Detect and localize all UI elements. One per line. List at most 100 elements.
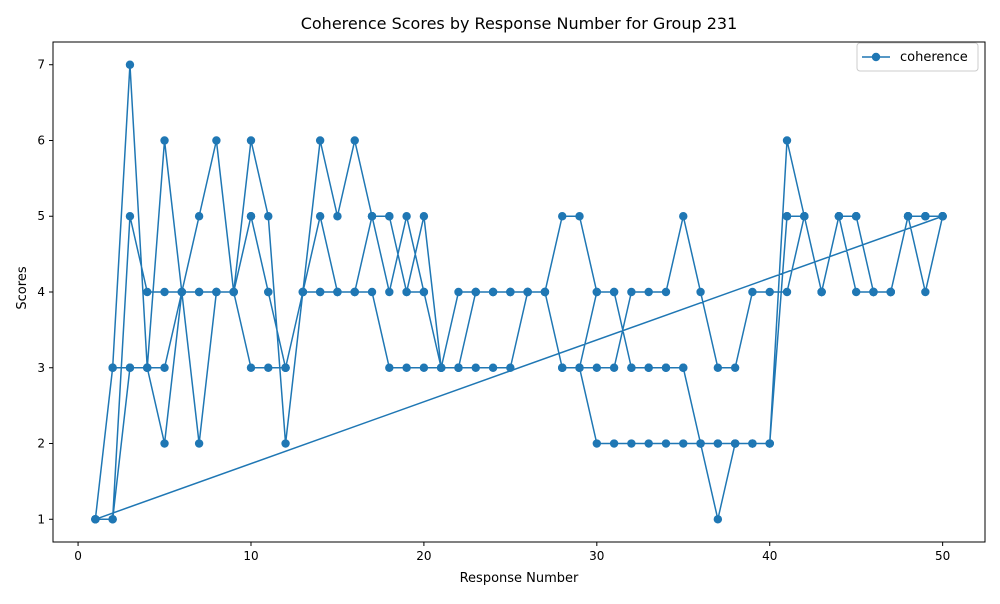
data-point [782,212,792,221]
data-point [177,287,187,297]
data-point [385,287,394,297]
data-point [229,287,238,297]
data-point [644,363,653,372]
data-point [333,287,342,297]
x-tick-label: 30 [589,549,604,563]
data-point [748,287,757,297]
y-tick-label: 3 [37,361,45,375]
data-point [644,287,653,297]
data-point [246,363,256,372]
legend: coherence [856,42,979,72]
data-point [315,136,325,145]
data-point [194,439,204,448]
data-point [713,515,723,524]
data-point [903,212,913,221]
data-point [143,287,152,297]
data-point [679,363,688,372]
data-point [627,439,636,448]
data-point [246,212,256,221]
chart-title: Coherence Scores by Response Number for … [301,14,738,33]
data-point [419,287,429,297]
data-point [264,287,273,297]
data-point [592,363,602,372]
data-point [298,287,308,297]
data-point [592,439,602,448]
data-point [506,287,515,297]
data-point [523,287,532,297]
x-axis-label: Response Number [460,571,579,586]
y-tick-label: 6 [37,133,45,147]
data-point [782,136,792,145]
x-tick-label: 40 [762,549,777,563]
data-point [609,363,619,372]
x-tick-label: 20 [416,549,431,563]
data-point [782,287,792,297]
data-point [402,287,411,297]
data-point [125,363,135,372]
legend-frame [856,42,979,72]
y-axis-label: Scores [15,266,30,309]
data-point [436,363,446,372]
data-point [800,212,809,221]
data-point [834,212,844,221]
data-point [471,363,480,372]
data-point [264,212,273,221]
data-point [644,439,653,448]
plot-area: 0 10 20 30 40 50 1 2 3 4 5 6 7 [37,41,986,563]
data-point [851,287,861,297]
data-point [575,212,584,221]
data-point [160,287,169,297]
data-point [454,287,463,297]
data-point [264,363,273,372]
data-point [592,287,602,297]
data-point [609,287,619,297]
data-point [212,287,221,297]
data-point [281,363,290,372]
data-point [125,212,135,221]
data-point [315,212,325,221]
y-tick-label: 4 [37,285,45,299]
data-point [869,287,878,297]
x-tick-label: 0 [74,549,82,563]
data-point [160,439,169,448]
data-point [851,212,861,221]
data-point [713,363,723,372]
data-point [385,212,394,221]
data-point [367,212,377,221]
data-point [385,363,394,372]
data-point [713,439,723,448]
data-point [212,136,221,145]
data-point [765,287,774,297]
y-tick-label: 5 [37,209,45,223]
data-point [627,287,636,297]
data-point [108,515,117,524]
data-point [160,363,169,372]
data-point [730,363,740,372]
data-point [333,212,342,221]
data-point [488,287,498,297]
data-point [938,212,947,221]
data-point [419,212,429,221]
data-point [194,212,204,221]
data-point [661,287,671,297]
data-point [748,439,757,448]
data-point [627,363,636,372]
data-point [679,212,688,221]
data-point [367,287,377,297]
data-point [575,363,584,372]
data-point [886,287,895,297]
data-point [108,363,117,372]
data-point [281,439,290,448]
data-point [696,287,705,297]
data-point [419,363,429,372]
data-point [506,363,515,372]
data-point [471,287,480,297]
data-point [402,212,411,221]
data-point [454,363,463,372]
legend-label: coherence [900,50,968,65]
x-tick-label: 10 [243,549,258,563]
data-point [609,439,619,448]
data-point [488,363,498,372]
